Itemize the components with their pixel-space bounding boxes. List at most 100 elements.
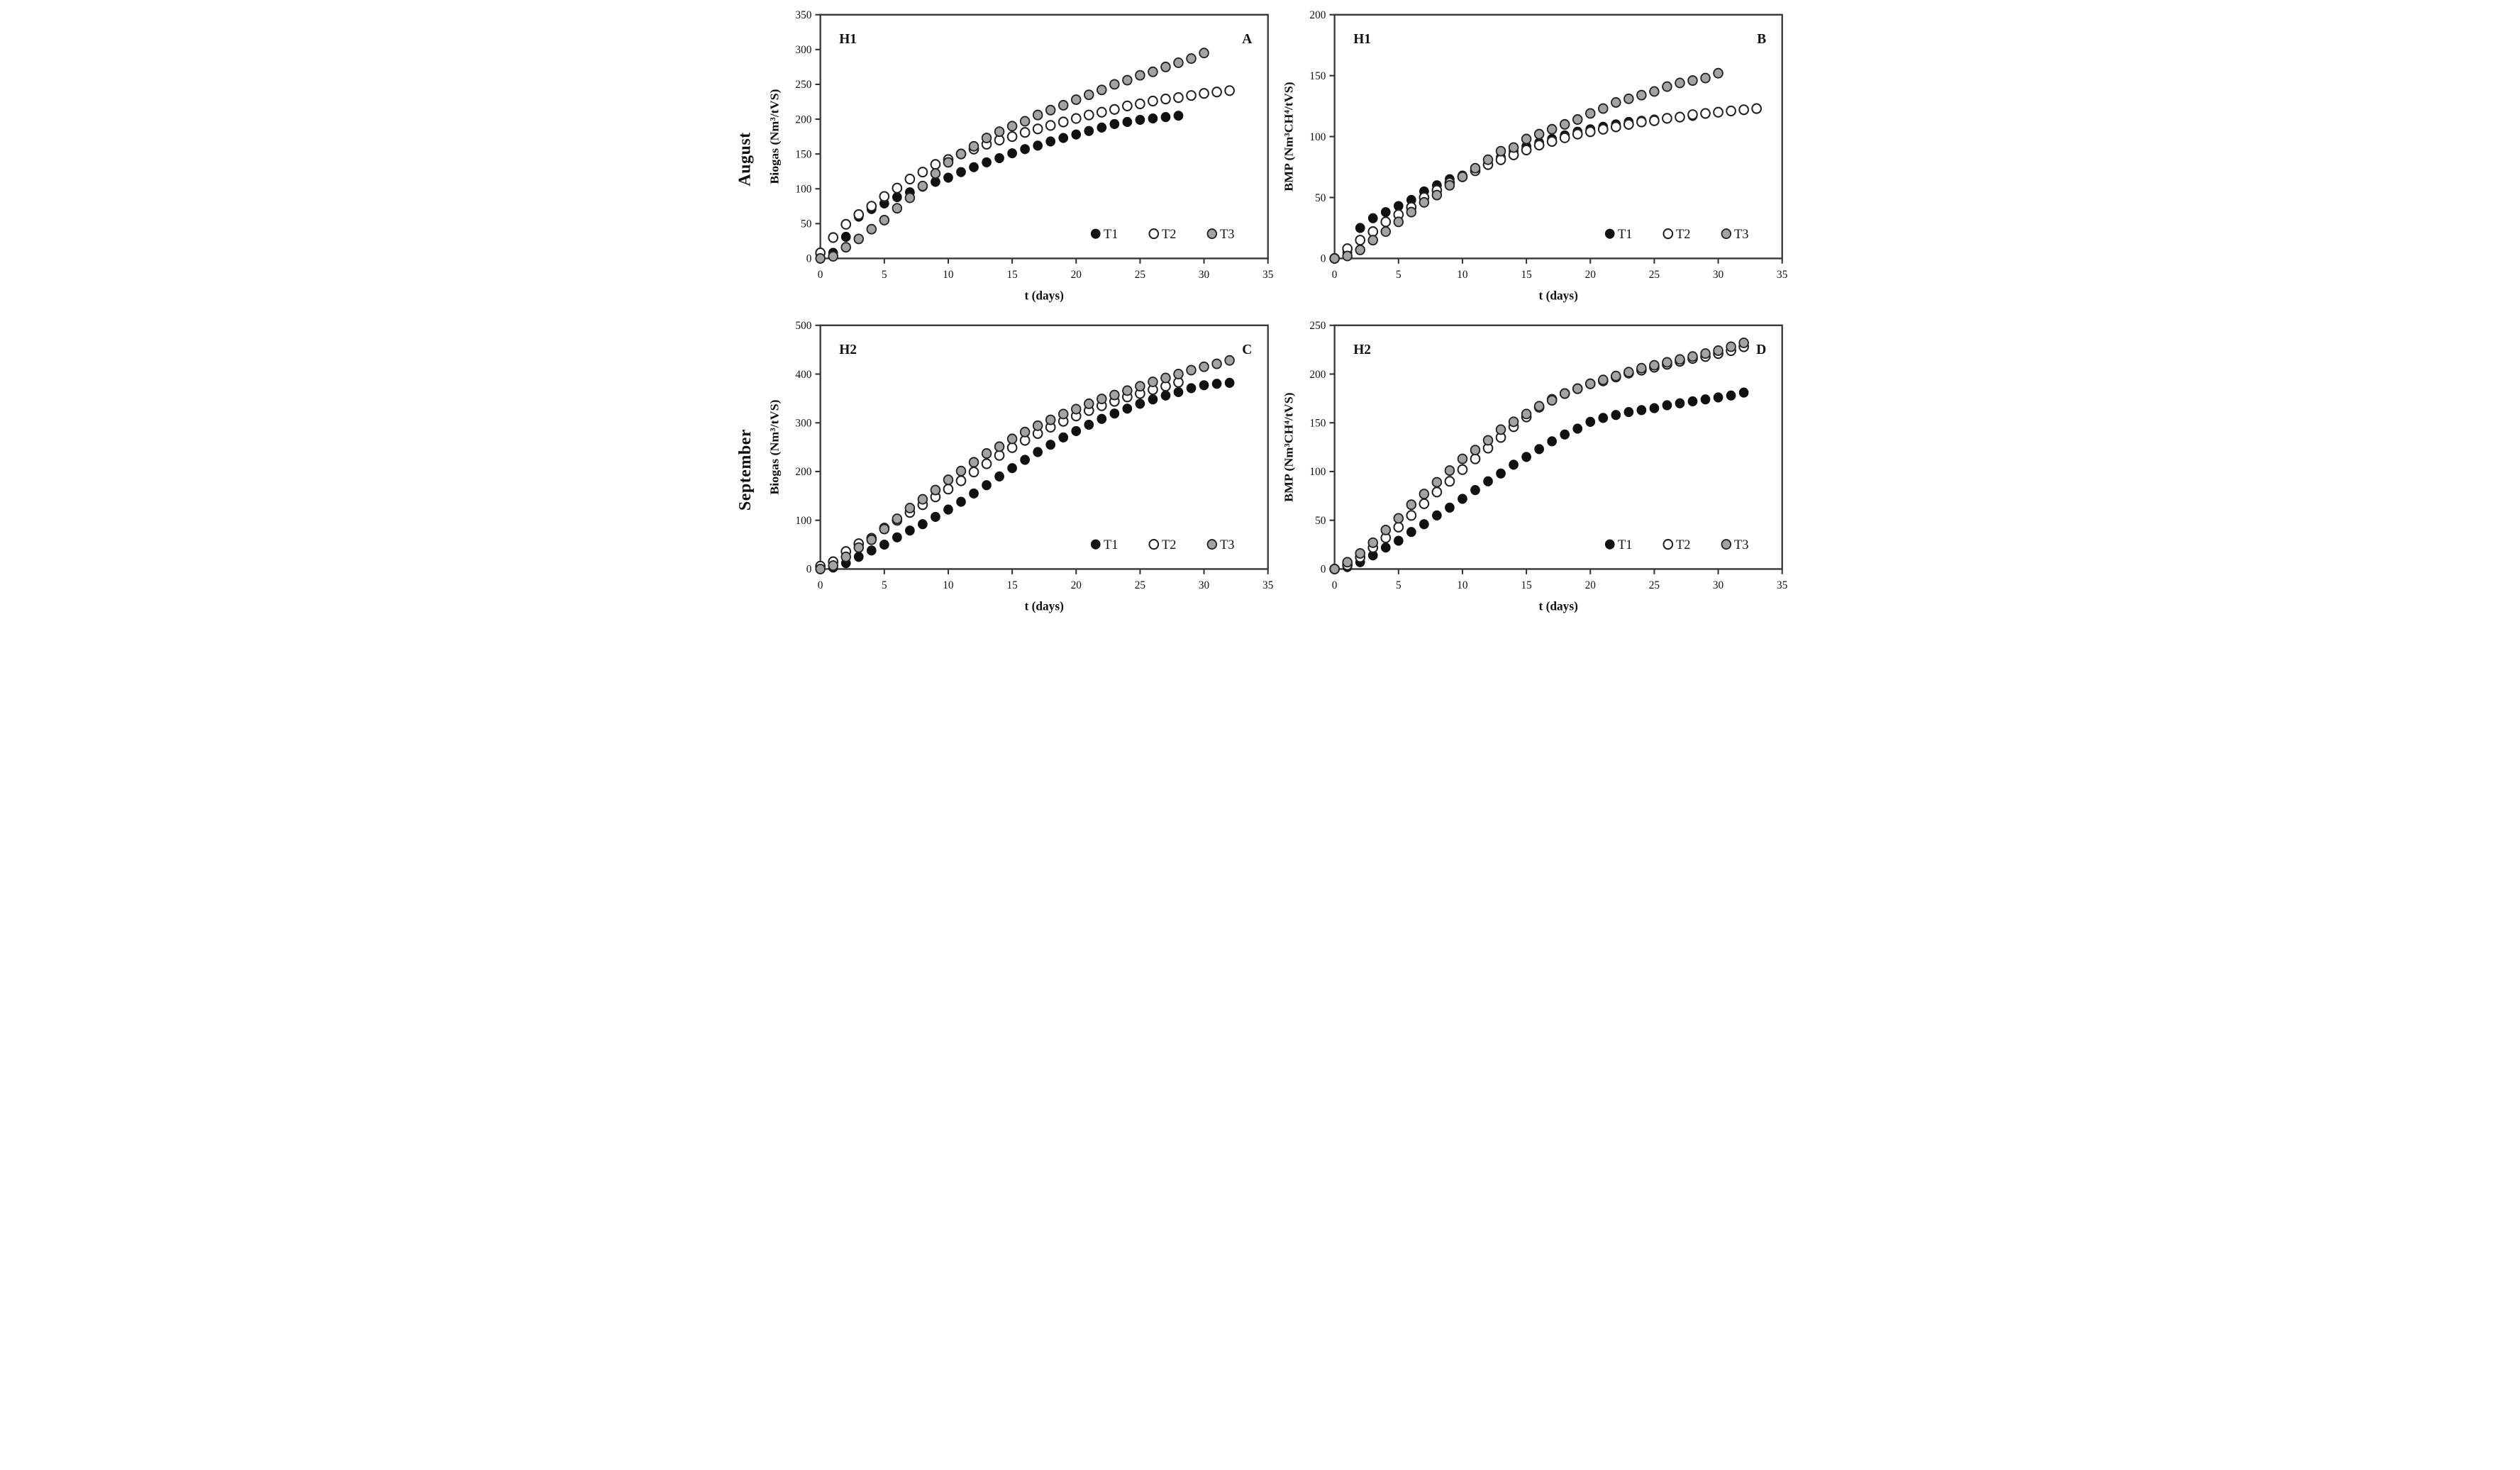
- data-point-t3: [1134, 380, 1145, 391]
- data-point-t3: [1019, 116, 1030, 127]
- x-tick-label: 25: [1648, 269, 1660, 281]
- chart-b: 0 50 100 150 200 0 5 10 15 20 25 30 35 t (days) BMP (N…: [1281, 9, 1788, 303]
- data-point-t2: [1725, 105, 1736, 117]
- data-point-t1: [1419, 518, 1429, 529]
- data-point-t1: [1019, 144, 1030, 155]
- condition-label: H1: [1353, 31, 1371, 47]
- y-axis-title: BMP (Nm³CH⁴/tVS): [1281, 82, 1295, 191]
- data-point-t3: [879, 214, 889, 225]
- y-tick-label: 0: [806, 563, 811, 575]
- data-point-t1: [994, 152, 1004, 164]
- data-point-t1: [1367, 213, 1378, 223]
- data-point-t3: [1699, 347, 1711, 359]
- legend-marker-t3: [1721, 228, 1731, 240]
- data-point-t1: [1019, 454, 1030, 465]
- row-label-august-cell: August: [728, 4, 764, 315]
- data-point-t3: [892, 203, 902, 214]
- data-point-t3: [1584, 108, 1596, 119]
- data-point-t2: [1661, 113, 1672, 124]
- data-point-t3: [1006, 433, 1017, 444]
- data-point-t3: [981, 133, 992, 144]
- data-point-t1: [1470, 484, 1480, 495]
- data-point-t2: [1699, 108, 1711, 119]
- legend-label-t2: T2: [1676, 537, 1690, 552]
- data-point-t3: [1572, 383, 1582, 394]
- data-point-t3: [1328, 563, 1340, 574]
- legend-label-t3: T3: [1220, 537, 1234, 552]
- x-tick-label: 10: [1457, 269, 1468, 281]
- x-tick-label: 15: [1521, 579, 1532, 591]
- legend-label-t1: T1: [1617, 227, 1631, 242]
- data-point-t3: [1328, 252, 1340, 264]
- legend-label-t3: T3: [1734, 537, 1748, 552]
- data-point-t2: [904, 173, 915, 185]
- data-point-t1: [1380, 207, 1391, 218]
- x-tick-label: 0: [1331, 269, 1337, 281]
- data-point-t2: [1354, 235, 1365, 246]
- data-point-t3: [1508, 416, 1519, 427]
- data-point-t3: [1058, 99, 1068, 111]
- chart-a: 0 50 100 150 200 250 300 350 0 5 10 15 20 25 30 35 t (da…: [767, 9, 1273, 303]
- y-tick-label: 200: [1309, 368, 1326, 380]
- condition-label: H2: [839, 341, 857, 357]
- data-point-t2: [1687, 109, 1698, 121]
- data-point-t1: [879, 539, 889, 550]
- data-point-t3: [1393, 512, 1404, 523]
- data-point-t1: [1584, 416, 1595, 427]
- data-point-t1: [1457, 493, 1467, 504]
- data-point-t3: [1134, 69, 1145, 81]
- data-point-t3: [827, 559, 838, 571]
- data-point-t1: [1508, 459, 1519, 469]
- data-point-t1: [1135, 114, 1145, 126]
- y-tick-label: 250: [1309, 319, 1326, 331]
- panel-b-bmp-h1: 0 50 100 150 200 0 5 10 15 20 25 30 35 t (days) BMP (N…: [1278, 4, 1792, 315]
- data-point-t3: [1457, 453, 1467, 464]
- x-tick-label: 25: [1134, 579, 1145, 591]
- data-point-t1: [1726, 390, 1736, 401]
- legend-label-t3: T3: [1734, 227, 1748, 242]
- x-tick-label: 20: [1584, 269, 1596, 281]
- data-point-t1: [1355, 223, 1365, 233]
- y-tick-label: 200: [795, 466, 811, 478]
- data-point-t3: [1636, 362, 1647, 374]
- data-point-t2: [1419, 498, 1429, 509]
- data-point-t3: [853, 542, 864, 553]
- data-point-t3: [1610, 370, 1621, 382]
- data-point-t3: [1367, 537, 1378, 548]
- y-tick-label: 300: [795, 44, 811, 56]
- data-point-t1: [1070, 425, 1081, 436]
- chart-d: 0 50 100 150 200 250 0 5 10 15 20 25 30 35 t (days) BMP…: [1281, 319, 1787, 613]
- data-point-t3: [1687, 350, 1698, 362]
- data-point-t2: [1674, 111, 1685, 123]
- x-tick-label: 35: [1777, 269, 1788, 281]
- data-point-t3: [1521, 133, 1531, 145]
- y-tick-label: 400: [795, 368, 811, 380]
- data-point-t2: [840, 218, 851, 230]
- y-tick-label: 50: [801, 218, 812, 230]
- y-tick-label: 250: [795, 79, 811, 91]
- data-point-t2: [853, 208, 864, 221]
- data-point-t1: [866, 545, 877, 555]
- panel-letter: B: [1757, 31, 1766, 47]
- data-point-t2: [1392, 521, 1404, 533]
- data-point-t3: [1367, 235, 1378, 246]
- data-point-t3: [955, 148, 966, 160]
- data-point-t3: [1470, 162, 1480, 174]
- data-point-t2: [1160, 93, 1171, 105]
- x-tick-label: 10: [943, 269, 954, 281]
- data-point-t3: [1610, 96, 1621, 108]
- x-tick-label: 25: [1648, 579, 1660, 591]
- data-point-t2: [1223, 85, 1235, 96]
- data-point-t3: [1160, 372, 1171, 383]
- data-point-t3: [1508, 142, 1519, 153]
- data-point-t3: [1431, 477, 1442, 488]
- x-tick-label: 15: [1006, 269, 1018, 281]
- x-tick-label: 0: [1331, 579, 1337, 591]
- data-point-t3: [853, 233, 864, 245]
- data-point-t3: [827, 251, 838, 262]
- data-point-t3: [1623, 93, 1634, 104]
- data-point-t3: [1482, 434, 1493, 445]
- data-point-t3: [1533, 128, 1544, 140]
- data-point-t1: [968, 488, 979, 499]
- data-point-t2: [878, 191, 889, 202]
